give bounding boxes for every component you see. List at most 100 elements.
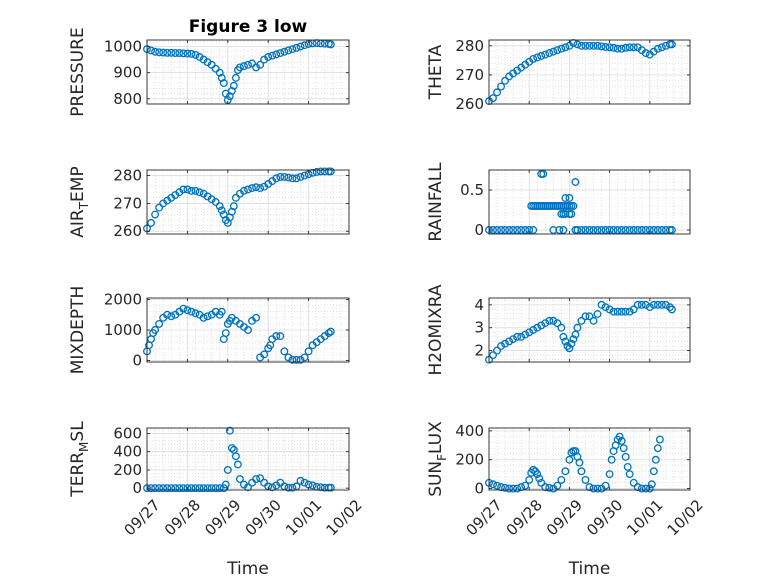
data-point — [217, 73, 226, 82]
data-point — [191, 50, 200, 59]
data-point — [163, 48, 172, 57]
data-point — [535, 474, 544, 483]
data-point — [629, 226, 638, 234]
data-point — [589, 316, 598, 325]
data-point — [559, 332, 568, 341]
series-markers — [143, 39, 335, 105]
data-point — [312, 167, 321, 176]
data-point — [585, 312, 594, 321]
data-point — [171, 484, 180, 493]
data-point — [605, 470, 614, 479]
data-point — [280, 347, 289, 356]
data-point — [159, 48, 168, 57]
data-point — [561, 43, 570, 52]
data-point — [231, 193, 240, 202]
data-point — [569, 335, 578, 344]
y-tick-label: 1000 — [104, 38, 142, 56]
data-point — [645, 484, 654, 493]
data-point — [633, 226, 642, 234]
data-point — [509, 484, 518, 493]
data-point — [497, 82, 506, 91]
data-point — [203, 484, 212, 493]
data-point — [227, 444, 236, 453]
data-point — [163, 310, 172, 319]
panel-pressure: 800 900 1000 PRESSURE Figure 3 low — [68, 17, 350, 117]
data-point — [179, 484, 188, 493]
data-point — [621, 226, 630, 234]
data-point — [272, 174, 281, 183]
data-point — [637, 226, 646, 234]
data-point — [187, 49, 196, 58]
data-point — [229, 202, 238, 211]
data-point — [256, 474, 265, 483]
data-point — [593, 41, 602, 50]
x-tick-label: 09/29 — [201, 496, 244, 539]
data-point — [597, 226, 606, 234]
panel-air-temp: 260 270 280 AIRTEMP — [68, 166, 350, 240]
data-point — [244, 60, 252, 69]
data-point — [497, 342, 506, 350]
data-point — [163, 484, 172, 493]
y-tick-label: 0.5 — [460, 181, 484, 199]
data-point — [276, 49, 285, 58]
data-point — [199, 313, 208, 322]
data-point — [581, 475, 590, 484]
data-point — [567, 339, 576, 348]
data-point — [557, 323, 566, 332]
data-point — [651, 455, 660, 464]
data-point — [615, 432, 624, 441]
data-point — [581, 226, 590, 234]
data-point — [571, 330, 580, 339]
data-point — [557, 44, 566, 53]
y-tick-label: 900 — [113, 64, 142, 82]
y-axis-label: AIRTEMP — [68, 166, 91, 237]
x-tick-label: 09/30 — [242, 496, 285, 539]
data-point — [629, 478, 638, 487]
data-point — [268, 483, 277, 492]
data-point — [151, 484, 160, 493]
data-point — [300, 171, 309, 180]
data-point — [203, 312, 212, 321]
data-point — [539, 170, 548, 178]
data-point — [284, 46, 293, 55]
data-point — [179, 49, 188, 58]
x-tick-label: 10/02 — [663, 496, 706, 539]
data-point — [667, 305, 676, 314]
y-tick-label: 260 — [455, 95, 484, 113]
data-point — [199, 484, 208, 493]
data-point — [617, 307, 626, 316]
data-point — [256, 184, 265, 193]
data-point — [601, 303, 610, 312]
data-point — [667, 226, 676, 234]
axes-box — [488, 39, 691, 105]
data-point — [296, 42, 305, 51]
data-point — [223, 465, 232, 474]
data-point — [217, 206, 226, 215]
axes-box — [488, 427, 691, 491]
data-point — [207, 484, 216, 493]
data-point — [244, 185, 252, 194]
data-point — [505, 337, 514, 346]
data-point — [513, 484, 522, 493]
data-point — [667, 40, 676, 49]
data-point — [529, 326, 538, 334]
data-point — [575, 458, 584, 467]
data-point — [565, 194, 574, 202]
data-point — [155, 484, 164, 493]
data-point — [609, 43, 618, 52]
data-point — [211, 64, 220, 73]
data-point — [533, 470, 542, 479]
data-point — [573, 323, 582, 332]
y-tick-label: 0 — [132, 479, 142, 497]
data-point — [653, 300, 662, 309]
data-point — [268, 51, 277, 60]
y-tick-label: 200 — [455, 451, 484, 469]
data-point — [151, 326, 160, 334]
data-point — [537, 52, 546, 60]
data-point — [553, 481, 562, 490]
panel-theta: 260 270 280 THETA — [426, 37, 691, 113]
data-point — [563, 342, 572, 350]
y-tick-label: 2000 — [104, 291, 142, 309]
